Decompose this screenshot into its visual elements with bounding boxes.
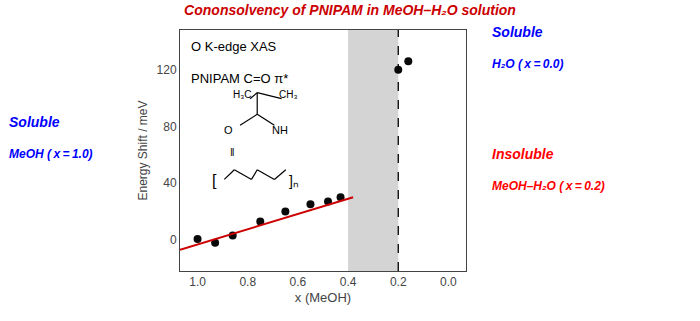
- svg-text:H₂O ( x = 0.0): H₂O ( x = 0.0): [492, 57, 563, 71]
- svg-text:NH: NH: [272, 124, 288, 136]
- svg-text:Insoluble: Insoluble: [492, 146, 554, 162]
- svg-text:0: 0: [170, 233, 177, 247]
- svg-text:120: 120: [157, 63, 177, 77]
- svg-text:40: 40: [163, 176, 177, 190]
- svg-text:1.0: 1.0: [189, 275, 206, 289]
- svg-text:O K-edge XAS: O K-edge XAS: [191, 39, 277, 54]
- svg-text:Soluble: Soluble: [492, 24, 543, 40]
- svg-text:0.2: 0.2: [390, 275, 407, 289]
- svg-text:[: [: [212, 172, 217, 189]
- svg-text:x (MeOH): x (MeOH): [295, 290, 351, 305]
- svg-text:0.4: 0.4: [340, 275, 357, 289]
- svg-text:MeOH ( x = 1.0): MeOH ( x = 1.0): [9, 147, 93, 161]
- svg-text:H₃C: H₃C: [233, 89, 252, 100]
- svg-text:CH₃: CH₃: [279, 89, 298, 100]
- svg-text:O: O: [224, 124, 233, 136]
- svg-text:Cononsolvency of PNIPAM in MeO: Cononsolvency of PNIPAM in MeOH–H₂O solu…: [184, 2, 516, 18]
- svg-text:Soluble: Soluble: [9, 114, 60, 130]
- svg-text:‖: ‖: [230, 146, 235, 158]
- svg-text:80: 80: [163, 120, 177, 134]
- svg-text:0.0: 0.0: [440, 275, 457, 289]
- svg-text:PNIPAM C=O π*: PNIPAM C=O π*: [191, 71, 288, 86]
- svg-text:]ₙ: ]ₙ: [289, 173, 299, 189]
- svg-text:MeOH–H₂O ( x = 0.2): MeOH–H₂O ( x = 0.2): [492, 179, 605, 193]
- svg-text:0.6: 0.6: [290, 275, 307, 289]
- svg-text:0.8: 0.8: [239, 275, 256, 289]
- svg-text:Energy Shift / meV: Energy Shift / meV: [136, 100, 150, 200]
